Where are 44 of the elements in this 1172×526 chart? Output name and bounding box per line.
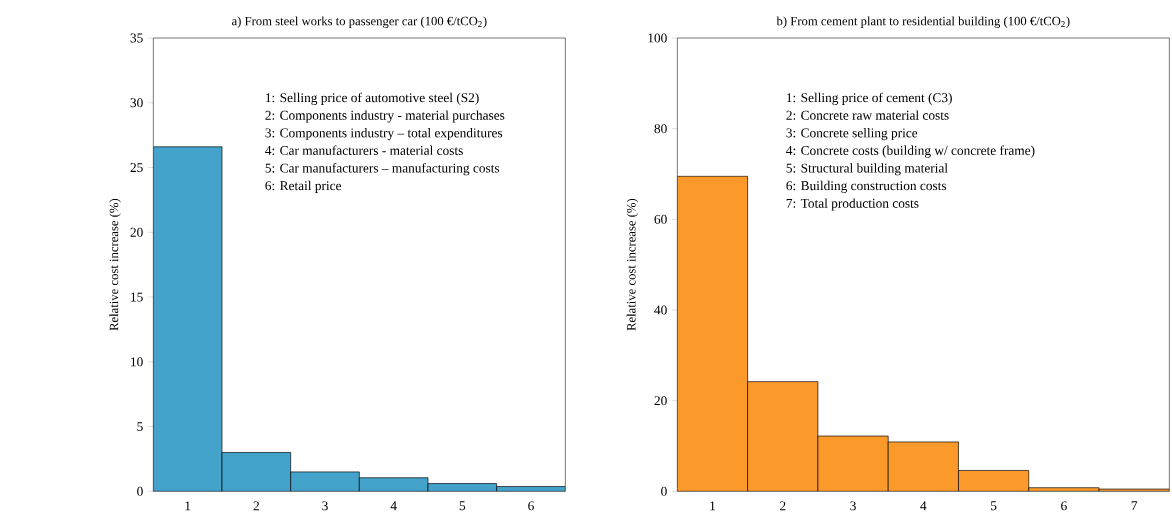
y-tick-label: 0 [137,486,143,496]
annotation: 4: Concrete costs (building w/ concrete frame) [786,145,1035,158]
y-tick-label: 30 [130,98,143,108]
y-tick-label: 40 [654,305,667,315]
annotation: 3: Concrete selling price [786,127,918,141]
y-tick-label: 60 [654,214,667,224]
x-tick-label: 4 [390,501,397,511]
y-axis-title: Relative cost increase (%) [109,198,121,331]
annotation: 7: Total production costs [786,198,919,211]
annotation: 2: Components industry - material purchases [265,110,505,123]
annotation: 6: Building construction costs [786,180,947,193]
y-tick-label: 100 [648,33,667,43]
x-tick-label: 1 [710,501,716,511]
x-tick-label: 4 [920,501,927,511]
y-tick-label: 5 [137,422,143,431]
x-tick-label: 2 [253,501,259,511]
chart-title: b) From cement plant to residential building (100 €/tCO$_{2}$) [776,16,1070,28]
y-tick-label: 15 [131,292,143,302]
y-tick-label: 20 [654,396,667,406]
annotation: 3: Components industry – total expenditures [265,127,503,141]
y-tick-label: 20 [130,227,143,237]
x-tick-label: 2 [780,501,786,511]
y-tick-label: 80 [654,124,667,134]
annotation: 1: Selling price of cement (C3) [787,92,952,105]
annotation: 1: Selling price of automotive steel (S2) [266,92,479,105]
x-tick-label: 5 [459,501,466,511]
annotation: 6: Retail price [265,180,342,193]
annotation: 5: Structural building material [786,163,948,176]
y-tick-label: 0 [661,486,667,496]
chart-title: a) From steel works to passenger car (100 €/tCO$_{2}$) [232,16,487,28]
annotation: 2: Concrete raw material costs [786,110,949,120]
x-tick-label: 7 [1131,501,1138,511]
annotation: 5: Car manufacturers – manufacturing costs [265,163,500,176]
annotation: 4: Car manufacturers - material costs [265,145,463,156]
y-tick-label: 25 [130,163,143,172]
x-tick-label: 3 [850,501,856,511]
y-tick-label: 35 [130,33,143,43]
x-tick-label: 1 [185,501,191,511]
x-tick-label: 6 [1061,501,1067,511]
x-tick-label: 3 [322,501,328,511]
x-tick-label: 5 [991,501,997,511]
y-axis-title: Relative cost increase (%) [626,198,639,331]
y-tick-label: 10 [131,357,143,367]
x-tick-label: 6 [528,501,534,511]
